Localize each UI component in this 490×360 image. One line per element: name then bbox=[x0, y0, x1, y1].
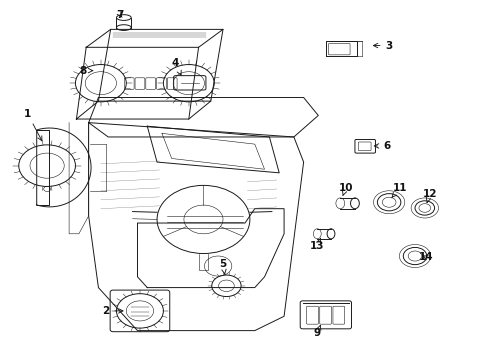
Text: 5: 5 bbox=[220, 259, 227, 275]
Text: 2: 2 bbox=[102, 306, 123, 316]
Text: 10: 10 bbox=[339, 183, 353, 196]
Text: 7: 7 bbox=[117, 10, 124, 20]
Text: 3: 3 bbox=[373, 41, 393, 50]
Text: 8: 8 bbox=[79, 66, 93, 76]
Text: 1: 1 bbox=[24, 109, 42, 141]
Text: 13: 13 bbox=[310, 239, 324, 251]
Text: 9: 9 bbox=[314, 325, 321, 338]
Text: 11: 11 bbox=[392, 183, 407, 198]
Text: 4: 4 bbox=[172, 58, 181, 75]
Text: 14: 14 bbox=[418, 252, 433, 262]
Text: 6: 6 bbox=[374, 141, 391, 151]
Text: 12: 12 bbox=[422, 189, 437, 202]
